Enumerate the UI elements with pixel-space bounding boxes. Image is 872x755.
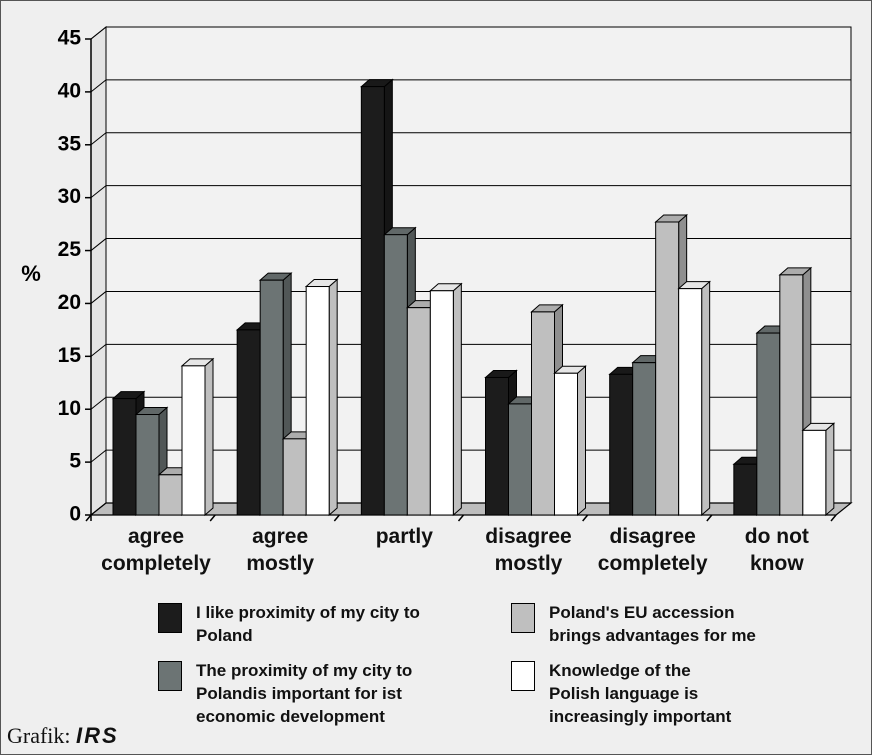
- left-wall: [90, 25, 107, 517]
- back-wall: [105, 26, 852, 504]
- bar: [508, 403, 532, 516]
- x-tick-label: agree completely: [101, 525, 211, 575]
- bar: [485, 376, 509, 516]
- grid-line: [90, 185, 107, 199]
- legend-label: I like proximity of my city to Poland: [196, 603, 420, 645]
- grid-line: [90, 396, 107, 410]
- bar: [609, 373, 634, 516]
- bar: [282, 438, 307, 516]
- bar: [259, 279, 284, 516]
- bar: [383, 234, 408, 516]
- x-tick: [582, 514, 589, 522]
- bar: [112, 398, 137, 516]
- bar: [236, 329, 261, 516]
- legend-swatch: [511, 603, 535, 633]
- y-tick-label: 45: [58, 27, 82, 50]
- x-tick: [209, 514, 216, 522]
- x-tick: [85, 514, 92, 522]
- legend-label: Knowledge of the Polish language is incr…: [549, 661, 732, 726]
- bar: [756, 332, 781, 516]
- bar: [305, 286, 330, 516]
- grid-line: [90, 79, 107, 93]
- bar: [406, 307, 431, 516]
- bar: [632, 362, 657, 516]
- y-tick-label: 5: [69, 450, 81, 473]
- bar: [678, 288, 703, 516]
- grid-line: [90, 26, 107, 40]
- legend-swatch: [511, 661, 535, 691]
- bar: [779, 274, 804, 516]
- x-tick-label: agree mostly: [246, 525, 314, 575]
- y-tick-label: 30: [58, 185, 81, 208]
- grid-line: [90, 449, 107, 463]
- legend-label: Poland's EU accession brings advantages …: [549, 603, 756, 645]
- grid-line: [90, 132, 107, 146]
- bar: [429, 290, 454, 516]
- x-tick-label: disagree completely: [597, 525, 708, 575]
- bar: [135, 414, 160, 516]
- bar: [733, 463, 758, 516]
- bar: [802, 429, 827, 516]
- bar: [158, 474, 183, 516]
- y-tick-label: 0: [69, 503, 81, 526]
- x-tick-label: disagree mostly: [485, 525, 572, 575]
- legend-swatch: [158, 661, 182, 691]
- bar-side: [204, 357, 214, 517]
- x-tick: [830, 514, 837, 522]
- bar-side: [452, 282, 462, 517]
- y-tick-label: 25: [58, 238, 82, 261]
- bar: [554, 372, 578, 516]
- bar: [655, 221, 680, 516]
- y-tick-label: 20: [58, 291, 81, 314]
- x-tick-label: partly: [375, 525, 433, 548]
- y-tick-label: 40: [58, 79, 81, 102]
- bar: [531, 311, 555, 516]
- y-tick-label: 35: [58, 132, 82, 155]
- legend-label: The proximity of my city to Polandis imp…: [196, 661, 413, 726]
- bar: [360, 86, 385, 516]
- credit: Grafik: IRS: [7, 723, 119, 749]
- legend-swatch: [158, 603, 182, 633]
- x-tick: [457, 514, 465, 522]
- x-tick: [333, 514, 340, 522]
- bar-side: [701, 280, 711, 517]
- credit-brand: IRS: [76, 723, 119, 748]
- credit-prefix: Grafik:: [7, 723, 71, 748]
- grid-line: [90, 502, 107, 516]
- grid-line: [90, 291, 107, 304]
- bar-side: [328, 278, 338, 517]
- x-tick: [706, 514, 713, 522]
- bar-side: [577, 365, 586, 517]
- bar: [181, 365, 206, 516]
- grid-line: [90, 238, 107, 251]
- y-tick-label: 10: [58, 397, 81, 420]
- y-axis-label: %: [21, 261, 41, 286]
- grid-line: [90, 343, 107, 357]
- x-tick-label: do not know: [744, 525, 809, 575]
- y-tick-label: 15: [58, 344, 82, 367]
- bar-side: [825, 422, 835, 517]
